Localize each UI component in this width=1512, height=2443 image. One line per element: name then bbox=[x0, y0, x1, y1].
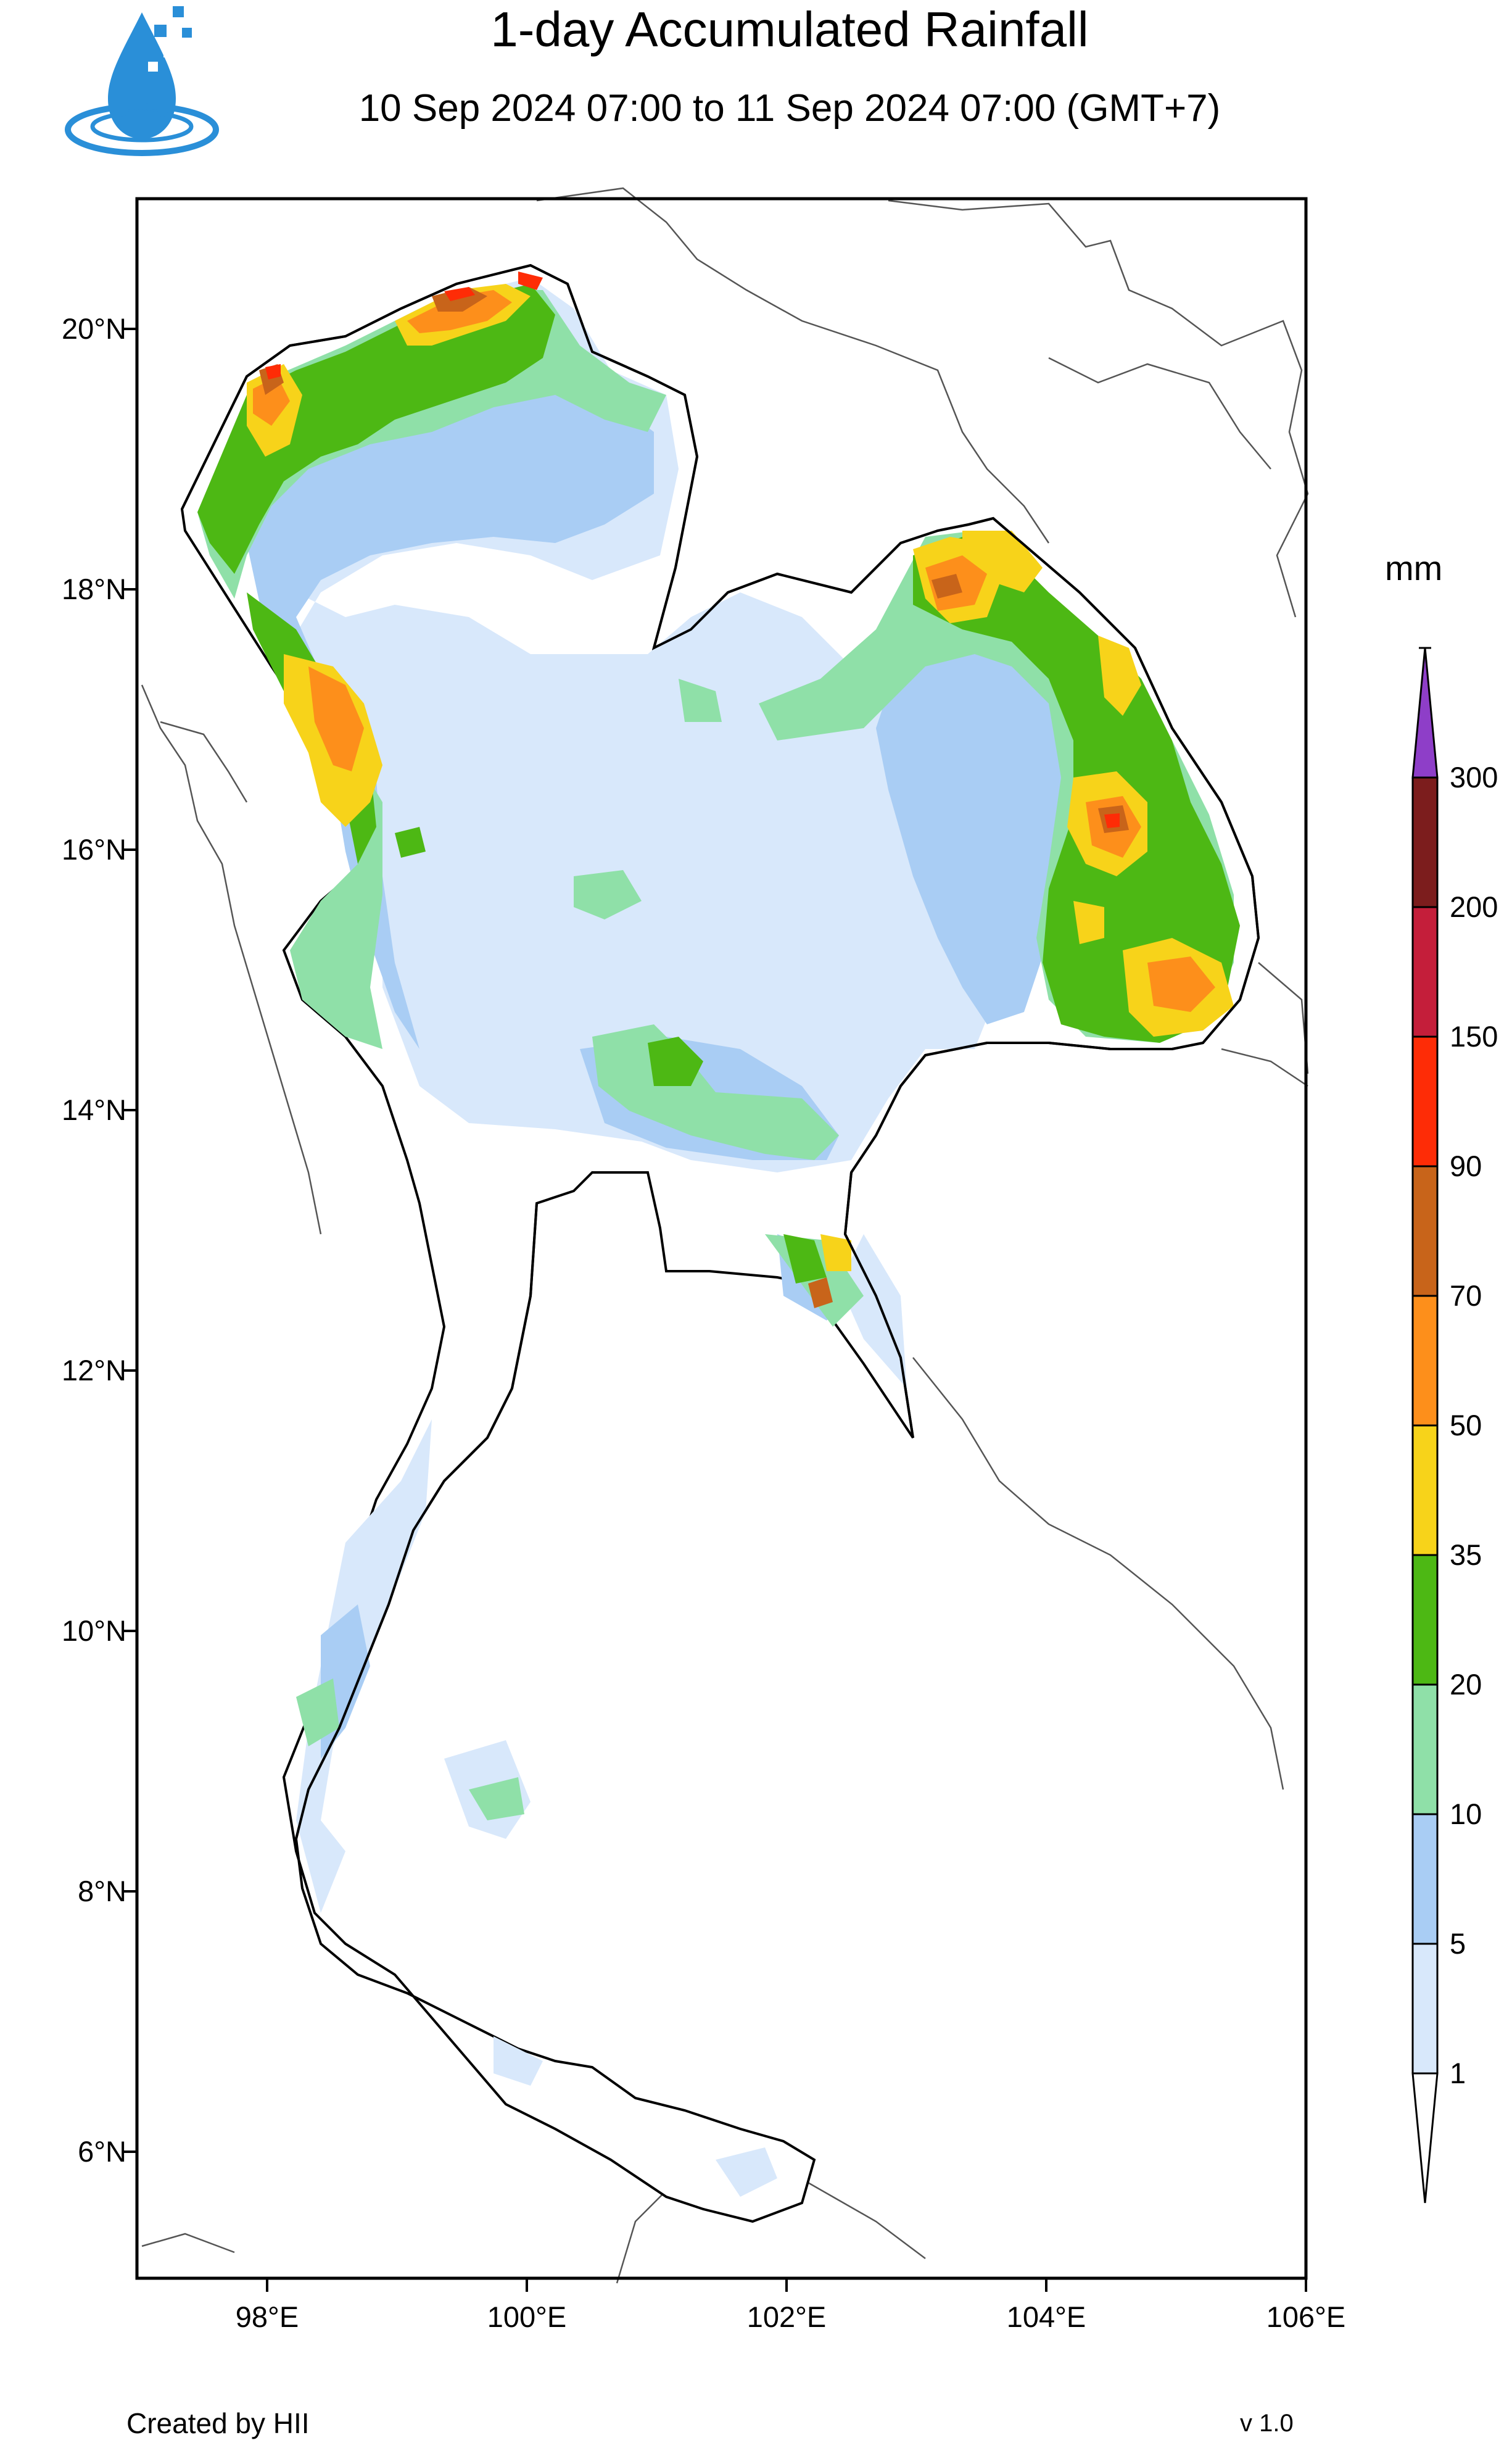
colorbar-label-150: 150 bbox=[1450, 1020, 1498, 1053]
lat-label-10n: 10°N bbox=[61, 1614, 126, 1647]
lat-label-6n: 6°N bbox=[78, 2135, 126, 2168]
lon-label-100e: 100°E bbox=[487, 2300, 567, 2333]
colorbar-label-200: 200 bbox=[1450, 890, 1498, 923]
colorbar-label-20: 20 bbox=[1450, 1668, 1482, 1701]
colorbar-label-70: 70 bbox=[1450, 1279, 1482, 1312]
rain-90-plus bbox=[265, 272, 1120, 828]
colorbar-bin-70 bbox=[1411, 1295, 1439, 1427]
credit-text: Created by HII bbox=[126, 2407, 310, 2439]
colorbar bbox=[1411, 647, 1439, 2204]
colorbar-underflow-arrow bbox=[1411, 2072, 1439, 2204]
colorbar-bin-10 bbox=[1411, 1813, 1439, 1945]
colorbar-overflow-arrow bbox=[1411, 647, 1439, 779]
colorbar-bin-150 bbox=[1411, 1035, 1439, 1168]
chart-subtitle: 10 Sep 2024 07:00 to 11 Sep 2024 07:00 (… bbox=[358, 87, 1221, 130]
colorbar-bin-200 bbox=[1411, 906, 1439, 1038]
version-text: v 1.0 bbox=[1240, 2410, 1294, 2437]
colorbar-label-35: 35 bbox=[1450, 1538, 1482, 1571]
lat-label-16n: 16°N bbox=[61, 833, 126, 866]
map-frame bbox=[135, 197, 1308, 2280]
colorbar-bin-90 bbox=[1411, 1165, 1439, 1297]
colorbar-bin-50 bbox=[1411, 1424, 1439, 1556]
colorbar-label-5: 5 bbox=[1450, 1927, 1466, 1960]
colorbar-units: mm bbox=[1385, 549, 1443, 587]
lat-label-18n: 18°N bbox=[61, 573, 126, 605]
lon-label-102e: 102°E bbox=[746, 2300, 827, 2333]
colorbar-bin-35 bbox=[1411, 1554, 1439, 1686]
lat-label-14n: 14°N bbox=[61, 1093, 126, 1126]
water-drop-logo-icon bbox=[65, 6, 219, 156]
colorbar-label-50: 50 bbox=[1450, 1409, 1482, 1441]
colorbar-label-90: 90 bbox=[1450, 1150, 1482, 1182]
lon-label-106e: 106°E bbox=[1266, 2300, 1346, 2333]
lat-label-8n: 8°N bbox=[78, 1875, 126, 1907]
colorbar-bin-5 bbox=[1411, 1943, 1439, 2075]
colorbar-bin-20 bbox=[1411, 1683, 1439, 1815]
chart-title: 1-day Accumulated Rainfall bbox=[490, 2, 1089, 57]
colorbar-label-1: 1 bbox=[1450, 2057, 1466, 2089]
colorbar-label-10: 10 bbox=[1450, 1798, 1482, 1830]
colorbar-bin-300 bbox=[1411, 776, 1439, 908]
lat-ticks bbox=[123, 328, 137, 2153]
lat-label-12n: 12°N bbox=[61, 1354, 126, 1387]
lon-ticks bbox=[266, 2278, 1307, 2292]
lon-label-104e: 104°E bbox=[1006, 2300, 1086, 2333]
lon-label-98e: 98°E bbox=[235, 2300, 299, 2333]
colorbar-label-300: 300 bbox=[1450, 761, 1498, 794]
lat-label-20n: 20°N bbox=[61, 312, 126, 345]
